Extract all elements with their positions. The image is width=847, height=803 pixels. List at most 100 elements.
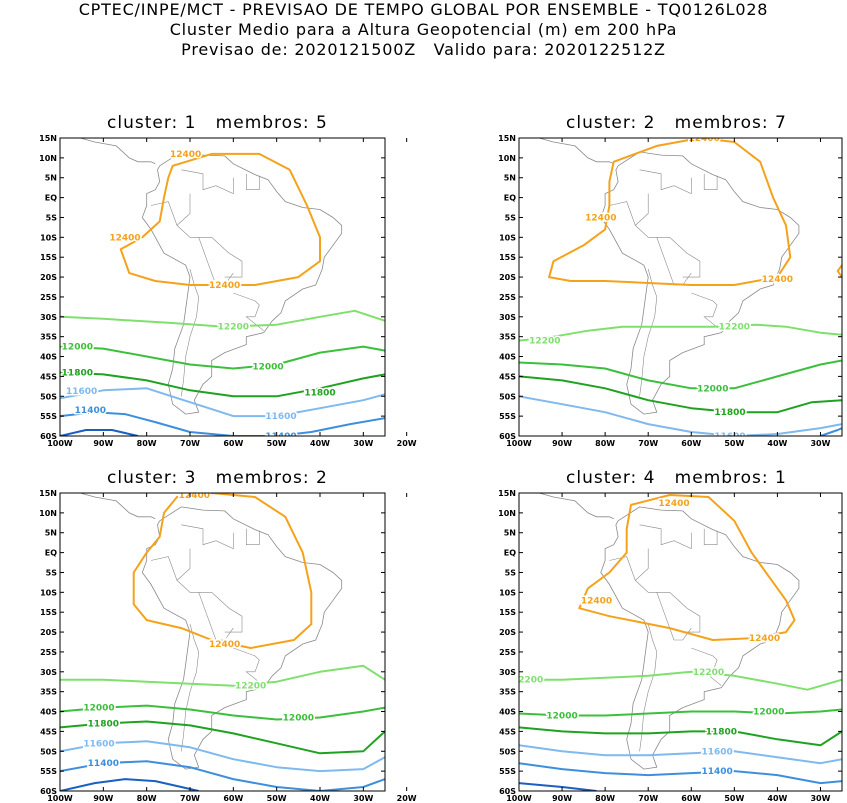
- y-tick-label: 5N: [504, 529, 516, 538]
- chart-panel-2: 12400 12400 12400 12200 12200 12000 11800 11600…: [498, 134, 843, 448]
- panel-title-4: cluster: 4 membros: 1: [566, 468, 787, 488]
- x-tick-label: 40W: [767, 439, 787, 448]
- header-line-1: CPTEC/INPE/MCT - PREVISAO DE TEMPO GLOBA…: [78, 0, 769, 19]
- x-tick-label: 100W: [47, 439, 73, 448]
- plot-frame: [59, 492, 386, 792]
- country-border: [609, 201, 636, 226]
- contour-11400: [519, 762, 842, 785]
- y-tick-label: 45S: [40, 727, 57, 736]
- y-tick-label: EQ: [45, 549, 57, 558]
- country-border: [176, 548, 243, 633]
- y-tick-label: 60S: [499, 432, 516, 441]
- y-tick-label: 35S: [40, 688, 57, 697]
- y-tick-label: 30S: [499, 668, 516, 677]
- contour-label: 11400: [75, 406, 106, 416]
- y-tick-label: 15S: [40, 253, 57, 262]
- y-tick-label: 40S: [499, 353, 516, 362]
- contour-label: 12400: [762, 275, 793, 285]
- country-border: [639, 269, 658, 397]
- contour-11800: [519, 375, 842, 414]
- contour-label: 12400: [170, 150, 201, 160]
- x-tick-label: 70W: [638, 794, 658, 803]
- chart-panel-4: 12400 12400 12400 12200 12200 12000 12000 11800…: [498, 489, 843, 803]
- x-tick-label: 30W: [810, 794, 830, 803]
- x-tick-label: 40W: [767, 794, 787, 803]
- panel-title-3: cluster: 3 membros: 2: [107, 468, 328, 488]
- y-tick-label: 10S: [499, 588, 516, 597]
- contour-12000: [519, 708, 842, 717]
- y-tick-label: 20S: [40, 628, 57, 637]
- contour-label: 12400: [585, 213, 616, 223]
- contour-label: 11800: [706, 727, 737, 737]
- contour-12400: [548, 138, 792, 286]
- contour-11800: [519, 726, 842, 747]
- contour-11400: [60, 760, 385, 791]
- y-tick-label: 10S: [40, 588, 57, 597]
- contour-label: 12000: [753, 708, 784, 718]
- country-border: [246, 528, 260, 546]
- contour-label: 11600: [66, 387, 97, 397]
- y-tick-label: 60S: [40, 787, 57, 796]
- x-tick-label: 70W: [180, 794, 200, 803]
- y-tick-label: 20S: [499, 628, 516, 637]
- plot-area: 12400 12400 12200 12000 12000 11800 11600 11400: [60, 493, 385, 791]
- x-tick-label: 90W: [552, 439, 572, 448]
- country-border: [639, 169, 692, 195]
- country-border: [181, 169, 234, 195]
- x-tick-label: 20W: [397, 439, 417, 448]
- plot-frame: [518, 492, 843, 792]
- y-tick-label: 5S: [505, 213, 517, 222]
- contour-11800: [60, 371, 385, 398]
- contour-12000: [60, 345, 385, 370]
- y-tick-label: 25S: [40, 293, 57, 302]
- contour-label: 11800: [62, 368, 93, 378]
- contour-11200: [60, 778, 199, 791]
- y-tick-label: 35S: [499, 333, 516, 342]
- x-tick-label: 60W: [681, 794, 701, 803]
- country-border: [176, 193, 243, 278]
- y-tick-label: 5S: [46, 568, 58, 577]
- x-tick-label: 100W: [506, 439, 532, 448]
- country-border: [609, 556, 636, 581]
- y-tick-label: 5N: [45, 174, 57, 183]
- contour-11600: [60, 740, 385, 773]
- y-tick-label: 50S: [40, 747, 57, 756]
- x-tick-label: 50W: [267, 794, 287, 803]
- contour-11600: [60, 387, 385, 418]
- contour-label: 11400: [88, 759, 119, 769]
- contour-12200: [60, 664, 385, 687]
- contour-12000: [60, 704, 385, 721]
- x-tick-label: 80W: [137, 439, 157, 448]
- header-line-2: Cluster Medio para a Altura Geopotencial…: [169, 20, 678, 39]
- y-tick-label: 35S: [40, 333, 57, 342]
- y-tick-label: 45S: [499, 727, 516, 736]
- y-tick-label: 50S: [40, 392, 57, 401]
- contour-label: 12400: [658, 499, 689, 509]
- contour-12200: [519, 323, 842, 342]
- contour-11600: [519, 744, 842, 765]
- x-tick-label: 80W: [595, 794, 615, 803]
- x-tick-label: 70W: [638, 439, 658, 448]
- contour-11800: [60, 720, 385, 755]
- country-border: [233, 292, 264, 331]
- y-tick-label: 5S: [46, 213, 58, 222]
- coastline: [600, 506, 800, 770]
- contour-label: 12400: [109, 233, 140, 243]
- coastline: [78, 138, 156, 165]
- chart-panel-3: 12400 12400 12200 12000 12000 11800 11600 11400…: [39, 489, 417, 803]
- contour-label: 11800: [88, 719, 119, 729]
- x-tick-label: 90W: [552, 794, 572, 803]
- country-border: [181, 524, 234, 550]
- contour-label: 12000: [697, 384, 728, 394]
- y-tick-label: 5N: [504, 174, 516, 183]
- contour-label: 11600: [265, 412, 296, 422]
- y-tick-label: 10N: [39, 154, 57, 163]
- y-tick-label: 5N: [45, 529, 57, 538]
- coastline: [141, 506, 343, 770]
- contour-label: 12000: [83, 704, 114, 714]
- contour-label: 12200: [719, 323, 750, 333]
- contour-label: 12400: [209, 281, 240, 291]
- y-tick-label: 15S: [499, 253, 516, 262]
- contour-12400: [119, 152, 321, 286]
- x-tick-label: 90W: [93, 794, 113, 803]
